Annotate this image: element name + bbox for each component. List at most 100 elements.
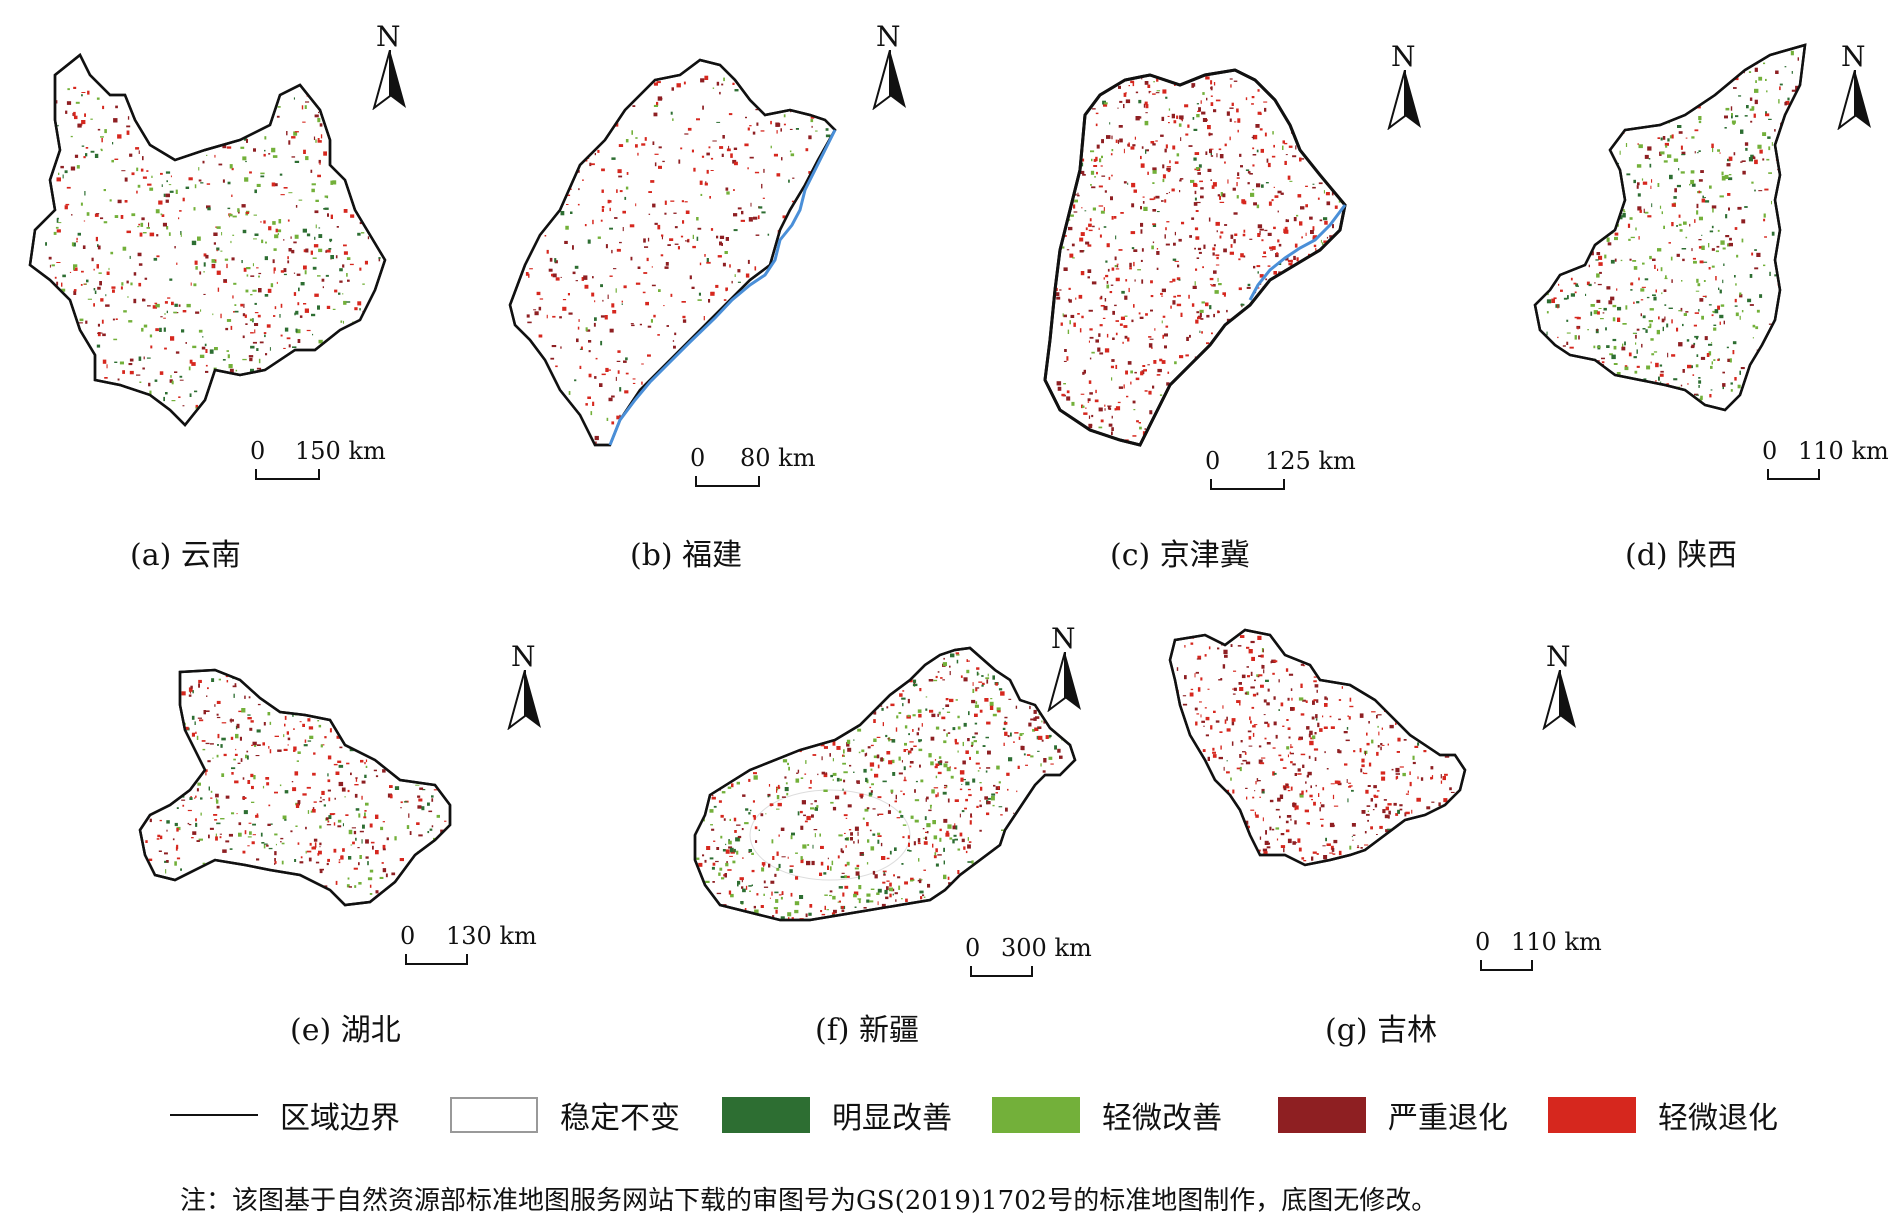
change-pixel [1230, 345, 1233, 348]
change-pixel [1776, 392, 1779, 397]
change-pixel [1719, 152, 1721, 154]
change-pixel [338, 764, 344, 768]
change-pixel [150, 730, 154, 736]
change-pixel [263, 153, 266, 157]
change-pixel [136, 167, 139, 172]
change-pixel [1666, 323, 1669, 328]
change-pixel [902, 836, 905, 839]
change-pixel [114, 215, 119, 218]
change-pixel [1722, 371, 1725, 374]
change-pixel [346, 884, 350, 888]
change-pixel [754, 706, 757, 710]
change-pixel [317, 275, 321, 277]
change-pixel [320, 744, 323, 748]
change-pixel [288, 140, 291, 145]
change-pixel [668, 422, 671, 425]
change-pixel [1566, 371, 1572, 374]
change-pixel [1308, 431, 1313, 433]
region-boundary [1043, 68, 1347, 447]
change-pixel [1094, 399, 1099, 403]
change-pixel [195, 822, 198, 827]
change-pixel [1322, 401, 1325, 403]
change-pixel [1154, 328, 1156, 331]
change-pixel [1603, 95, 1607, 100]
change-pixel [170, 754, 173, 757]
change-pixel [1222, 193, 1226, 198]
change-pixel [297, 842, 300, 845]
change-pixel [1734, 51, 1739, 55]
change-pixel [691, 149, 694, 153]
change-pixel [1295, 372, 1298, 376]
change-pixel [355, 808, 360, 811]
change-pixel [286, 382, 290, 385]
change-pixel [290, 891, 292, 894]
change-pixel [643, 238, 646, 243]
change-pixel [390, 794, 393, 799]
change-pixel [1265, 288, 1268, 290]
change-pixel [74, 383, 79, 386]
change-pixel [1111, 427, 1114, 431]
change-pixel [1562, 189, 1566, 194]
change-pixel [1541, 355, 1546, 359]
change-pixel [1091, 281, 1097, 285]
change-pixel [237, 125, 242, 128]
change-pixel [1093, 158, 1097, 162]
change-pixel [109, 199, 112, 202]
change-pixel [1069, 152, 1074, 156]
change-pixel [242, 101, 245, 104]
change-pixel [721, 877, 725, 880]
change-pixel [738, 693, 742, 698]
change-pixel [685, 240, 687, 242]
change-pixel [246, 750, 249, 753]
change-pixel [781, 157, 783, 161]
change-pixel [1617, 64, 1622, 69]
change-pixel [98, 272, 102, 274]
change-pixel [327, 213, 329, 217]
change-pixel [1720, 240, 1725, 245]
change-pixel [359, 830, 364, 833]
change-pixel [365, 387, 370, 389]
change-pixel [700, 78, 705, 83]
change-pixel [1650, 361, 1652, 364]
change-pixel [1288, 262, 1293, 266]
change-pixel [1098, 333, 1101, 337]
change-pixel [191, 837, 194, 839]
change-pixel [317, 138, 320, 143]
change-pixel [1731, 114, 1733, 119]
change-pixel [178, 304, 181, 307]
change-pixel [1140, 155, 1142, 160]
change-pixel [245, 754, 248, 759]
change-pixel [336, 385, 339, 389]
change-pixel [236, 813, 238, 815]
change-pixel [1101, 155, 1103, 159]
change-pixel [879, 669, 882, 671]
change-pixel [1289, 180, 1293, 182]
change-pixel [232, 234, 235, 236]
change-pixel [1560, 289, 1563, 292]
change-pixel [594, 376, 597, 379]
change-pixel [156, 255, 160, 258]
change-pixel [1685, 63, 1687, 65]
change-pixel [165, 869, 167, 874]
change-pixel [1248, 420, 1253, 425]
change-pixel [747, 127, 750, 131]
change-pixel [252, 834, 256, 836]
change-pixel [337, 721, 341, 724]
change-pixel [1111, 174, 1113, 177]
change-pixel [269, 749, 272, 754]
change-pixel [231, 812, 235, 815]
change-pixel [1566, 319, 1569, 322]
change-pixel [237, 88, 242, 93]
change-pixel [226, 263, 228, 269]
change-pixel [1708, 267, 1711, 270]
caption: (c) 京津冀 [1110, 538, 1250, 573]
change-pixel [811, 125, 813, 128]
change-pixel [806, 371, 809, 374]
change-pixel [734, 830, 737, 833]
change-pixel [1610, 375, 1614, 379]
change-pixel [684, 133, 689, 135]
change-pixel [1231, 102, 1234, 106]
change-pixel [1054, 745, 1057, 750]
change-pixel [1194, 183, 1198, 187]
change-pixel [1668, 242, 1671, 244]
